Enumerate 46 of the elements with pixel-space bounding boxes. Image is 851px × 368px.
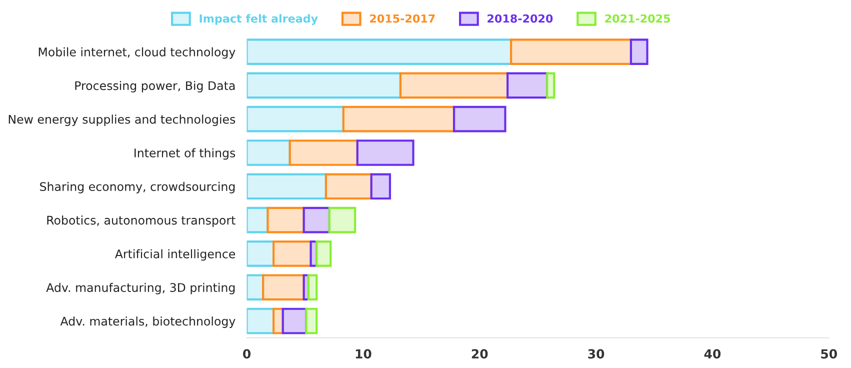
- y-tick-label: Sharing economy, crowdsourcing: [40, 182, 235, 194]
- legend-label: 2015-2017: [370, 14, 435, 23]
- y-tick-label: Robotics, autonomous transport: [47, 216, 236, 227]
- bar: [262, 274, 305, 301]
- bar: [328, 206, 356, 234]
- bar: [356, 140, 414, 166]
- bar: [630, 38, 648, 65]
- bar: [246, 240, 275, 267]
- x-tick-label: 20: [472, 349, 488, 359]
- bar: [266, 206, 305, 234]
- x-tick-label: 40: [704, 349, 721, 359]
- bar: [307, 274, 318, 301]
- x-tick-label: 30: [588, 349, 604, 359]
- legend-label: Impact felt already: [200, 14, 318, 25]
- bar: [342, 106, 456, 132]
- y-tick-label: Adv. manufacturing, 3D printing: [46, 282, 235, 294]
- bar: [282, 308, 308, 334]
- bar: [510, 38, 632, 65]
- bar: [399, 72, 509, 99]
- bar: [302, 206, 330, 234]
- y-tick-label: Mobile internet, cloud technology: [38, 47, 236, 59]
- y-tick-label: Adv. materials, biotechnology: [60, 316, 236, 328]
- y-tick-label: Processing power, Big Data: [75, 80, 235, 92]
- y-tick-label: New energy supplies and technologies: [8, 114, 236, 126]
- bar: [316, 240, 332, 267]
- y-tick-label: Internet of things: [134, 148, 236, 160]
- bar: [370, 173, 392, 200]
- bar: [452, 106, 506, 132]
- bar: [324, 173, 372, 200]
- bar: [246, 38, 512, 65]
- bar: [246, 140, 291, 166]
- bar: [272, 240, 312, 267]
- bar: [288, 140, 358, 166]
- legend-label: 2018-2020: [488, 14, 553, 23]
- y-tick-label: Artificial intelligence: [114, 249, 236, 261]
- bar: [305, 308, 318, 334]
- bar: [506, 72, 548, 99]
- x-tick-label: 0: [243, 349, 251, 359]
- x-tick-label: 10: [356, 349, 372, 359]
- bar: [246, 308, 275, 334]
- bar: [246, 173, 327, 200]
- bar: [246, 106, 344, 132]
- bar: [246, 72, 402, 99]
- legend-label: 2021-2025: [605, 14, 670, 23]
- x-tick-label: 50: [821, 349, 837, 359]
- bar: [546, 72, 556, 99]
